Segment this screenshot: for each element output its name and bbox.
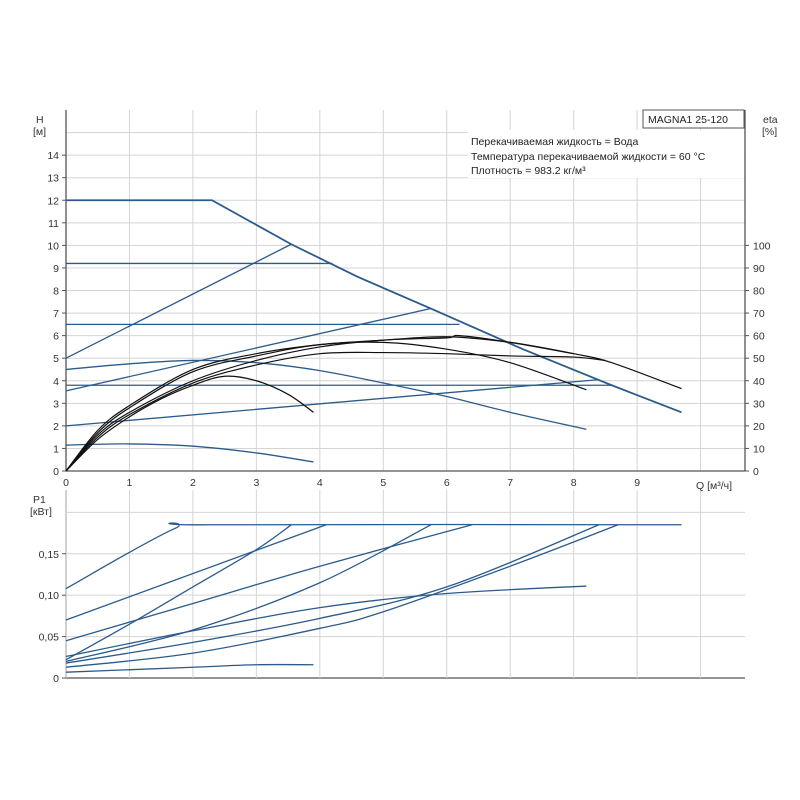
- efficiency-curve: [65, 351, 606, 472]
- density-annotation: Плотность = 983.2 кг/м³: [471, 165, 586, 177]
- info-box: [468, 130, 744, 178]
- x-tick-label: 9: [634, 477, 640, 489]
- x-tick-label: 4: [317, 477, 323, 489]
- x-tick-label: 6: [444, 477, 450, 489]
- h-tick-label: 4: [53, 376, 59, 388]
- h-tick-label: 2: [53, 421, 59, 433]
- eta-axis-label: eta: [763, 114, 778, 126]
- p1-tick-label: 0,10: [39, 590, 60, 602]
- x-tick-label: 5: [380, 477, 386, 489]
- efficiency-curve: [65, 375, 314, 472]
- x-tick-label: 1: [127, 477, 133, 489]
- eta-axis-unit: [%]: [762, 126, 777, 138]
- p1-axis-label: P1: [33, 494, 46, 506]
- power-grid: [65, 490, 745, 678]
- head-curve: [65, 359, 587, 430]
- tick-labels: 0 1 2 3 4 5 6 7 8 9012345678910111213140102030405…: [39, 150, 771, 685]
- h-tick-label: 1: [53, 443, 59, 455]
- eta-tick-label: 10: [753, 443, 765, 455]
- p1-tick-label: 0,15: [39, 549, 60, 561]
- q-axis-label: Q [м³/ч]: [696, 480, 732, 492]
- h-tick-label: 0: [53, 466, 59, 478]
- h-tick-label: 9: [53, 263, 59, 275]
- h-tick-label: 7: [53, 308, 59, 320]
- h-tick-label: 8: [53, 286, 59, 298]
- h-axis-label: H: [36, 114, 44, 126]
- power-curve: [65, 524, 473, 642]
- x-tick-label: 0: [63, 477, 69, 489]
- h-tick-label: 3: [53, 398, 59, 410]
- efficiency-curve: [65, 341, 587, 472]
- efficiency-curve: [65, 336, 682, 472]
- eta-tick-label: 90: [753, 263, 765, 275]
- chart-title: MAGNA1 25-120: [648, 114, 728, 126]
- power-curve: [65, 522, 682, 590]
- efficiency-curve: [65, 334, 574, 472]
- power-curve: [65, 524, 619, 668]
- h-tick-label: 12: [47, 195, 59, 207]
- head-grid: [65, 110, 746, 679]
- h-tick-label: 11: [48, 218, 59, 230]
- eta-tick-label: 50: [753, 353, 765, 365]
- h-tick-label: 13: [47, 173, 59, 185]
- eta-tick-label: 60: [753, 331, 765, 343]
- eta-tick-label: 0: [753, 466, 759, 478]
- x-tick-label: 2: [190, 477, 196, 489]
- eta-tick-label: 30: [753, 398, 765, 410]
- model-title-box: [642, 109, 745, 129]
- h-tick-label: 14: [47, 150, 59, 162]
- head-curve: [65, 378, 600, 427]
- h-axis-unit: [м]: [33, 126, 46, 138]
- p1-tick-label: 0: [53, 673, 59, 685]
- p1-tick-label: 0,05: [39, 632, 60, 644]
- power-curve: [65, 663, 314, 673]
- head-curve: [65, 307, 432, 392]
- eta-tick-label: 20: [753, 421, 765, 433]
- eta-tick-label: 100: [753, 240, 771, 252]
- temperature-annotation: Температура перекачиваемой жидкости = 60…: [471, 151, 706, 163]
- power-curve: [65, 524, 327, 621]
- eta-tick-label: 70: [753, 308, 765, 320]
- head-curve: [65, 443, 314, 463]
- x-tick-label: 8: [571, 477, 577, 489]
- curves: [65, 199, 682, 673]
- head-curve: [65, 243, 292, 359]
- power-curve: [65, 524, 600, 664]
- h-tick-label: 5: [53, 353, 59, 365]
- eta-tick-label: 80: [753, 286, 765, 298]
- h-tick-label: 6: [53, 331, 59, 343]
- x-tick-label: 3: [253, 477, 259, 489]
- eta-tick-label: 40: [753, 376, 765, 388]
- h-tick-label: 10: [47, 240, 59, 252]
- power-curve: [65, 524, 432, 663]
- power-curve: [65, 524, 292, 661]
- x-tick-label: 7: [507, 477, 513, 489]
- power-curve: [65, 585, 587, 658]
- fluid-annotation: Перекачиваемая жидкость = Вода: [471, 136, 638, 148]
- p1-axis-unit: [кВт]: [30, 506, 52, 518]
